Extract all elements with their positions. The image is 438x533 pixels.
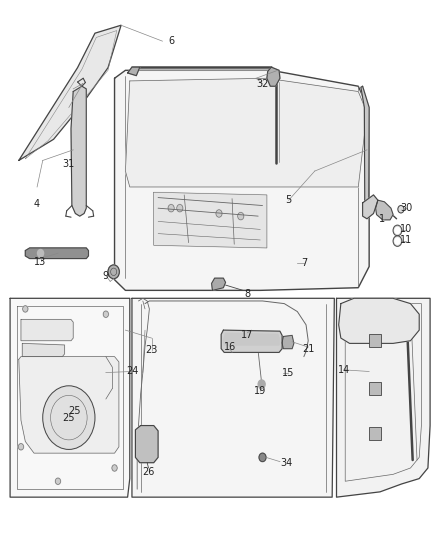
Polygon shape xyxy=(336,298,430,497)
Polygon shape xyxy=(361,86,369,215)
Text: 26: 26 xyxy=(142,467,155,477)
Text: 23: 23 xyxy=(145,345,158,356)
Text: 25: 25 xyxy=(68,406,81,416)
Polygon shape xyxy=(19,357,119,453)
Circle shape xyxy=(23,306,28,312)
Text: 9: 9 xyxy=(103,271,109,280)
Circle shape xyxy=(393,225,402,236)
Circle shape xyxy=(395,238,400,244)
Text: 11: 11 xyxy=(400,235,412,245)
Circle shape xyxy=(177,205,183,212)
Polygon shape xyxy=(363,195,378,219)
Polygon shape xyxy=(71,86,86,216)
Polygon shape xyxy=(154,192,267,248)
Text: 1: 1 xyxy=(379,214,385,224)
Polygon shape xyxy=(212,278,226,290)
Circle shape xyxy=(398,206,404,213)
Polygon shape xyxy=(267,67,280,86)
Circle shape xyxy=(43,386,95,449)
Text: 25: 25 xyxy=(63,413,75,423)
Circle shape xyxy=(258,380,265,389)
Text: 34: 34 xyxy=(280,458,293,467)
Circle shape xyxy=(259,453,266,462)
Polygon shape xyxy=(376,200,393,220)
Circle shape xyxy=(103,311,109,317)
Polygon shape xyxy=(19,25,121,160)
Polygon shape xyxy=(125,78,367,187)
Circle shape xyxy=(393,236,402,246)
Polygon shape xyxy=(21,319,73,341)
Circle shape xyxy=(18,443,24,450)
Polygon shape xyxy=(115,70,369,290)
Text: 15: 15 xyxy=(282,368,294,377)
Polygon shape xyxy=(127,67,140,76)
Circle shape xyxy=(38,249,44,257)
Text: 24: 24 xyxy=(126,367,138,376)
Polygon shape xyxy=(10,298,130,497)
Text: 14: 14 xyxy=(338,365,350,375)
Text: 21: 21 xyxy=(302,344,314,354)
Polygon shape xyxy=(25,248,88,259)
Polygon shape xyxy=(135,425,158,463)
Text: 10: 10 xyxy=(400,224,412,235)
Text: 30: 30 xyxy=(400,203,412,213)
Circle shape xyxy=(216,210,222,217)
Bar xyxy=(369,382,381,395)
Text: 19: 19 xyxy=(254,386,266,396)
Polygon shape xyxy=(22,343,64,357)
Circle shape xyxy=(112,465,117,471)
Text: 13: 13 xyxy=(35,257,47,267)
Text: 6: 6 xyxy=(168,36,174,46)
Polygon shape xyxy=(221,330,282,352)
Text: 5: 5 xyxy=(286,195,292,205)
Polygon shape xyxy=(223,333,279,345)
Polygon shape xyxy=(282,335,294,349)
Bar xyxy=(369,334,381,347)
Text: 32: 32 xyxy=(256,78,268,88)
Text: 8: 8 xyxy=(244,289,251,299)
Polygon shape xyxy=(339,298,419,343)
Text: 4: 4 xyxy=(34,199,40,209)
Circle shape xyxy=(108,265,119,279)
Text: 17: 17 xyxy=(241,330,254,341)
Circle shape xyxy=(168,205,174,212)
Circle shape xyxy=(238,213,244,220)
Text: 16: 16 xyxy=(224,342,236,352)
Text: 31: 31 xyxy=(63,159,75,169)
Text: 7: 7 xyxy=(301,258,307,268)
Circle shape xyxy=(395,227,400,233)
Circle shape xyxy=(55,478,60,484)
Polygon shape xyxy=(132,298,334,497)
Bar xyxy=(369,427,381,440)
